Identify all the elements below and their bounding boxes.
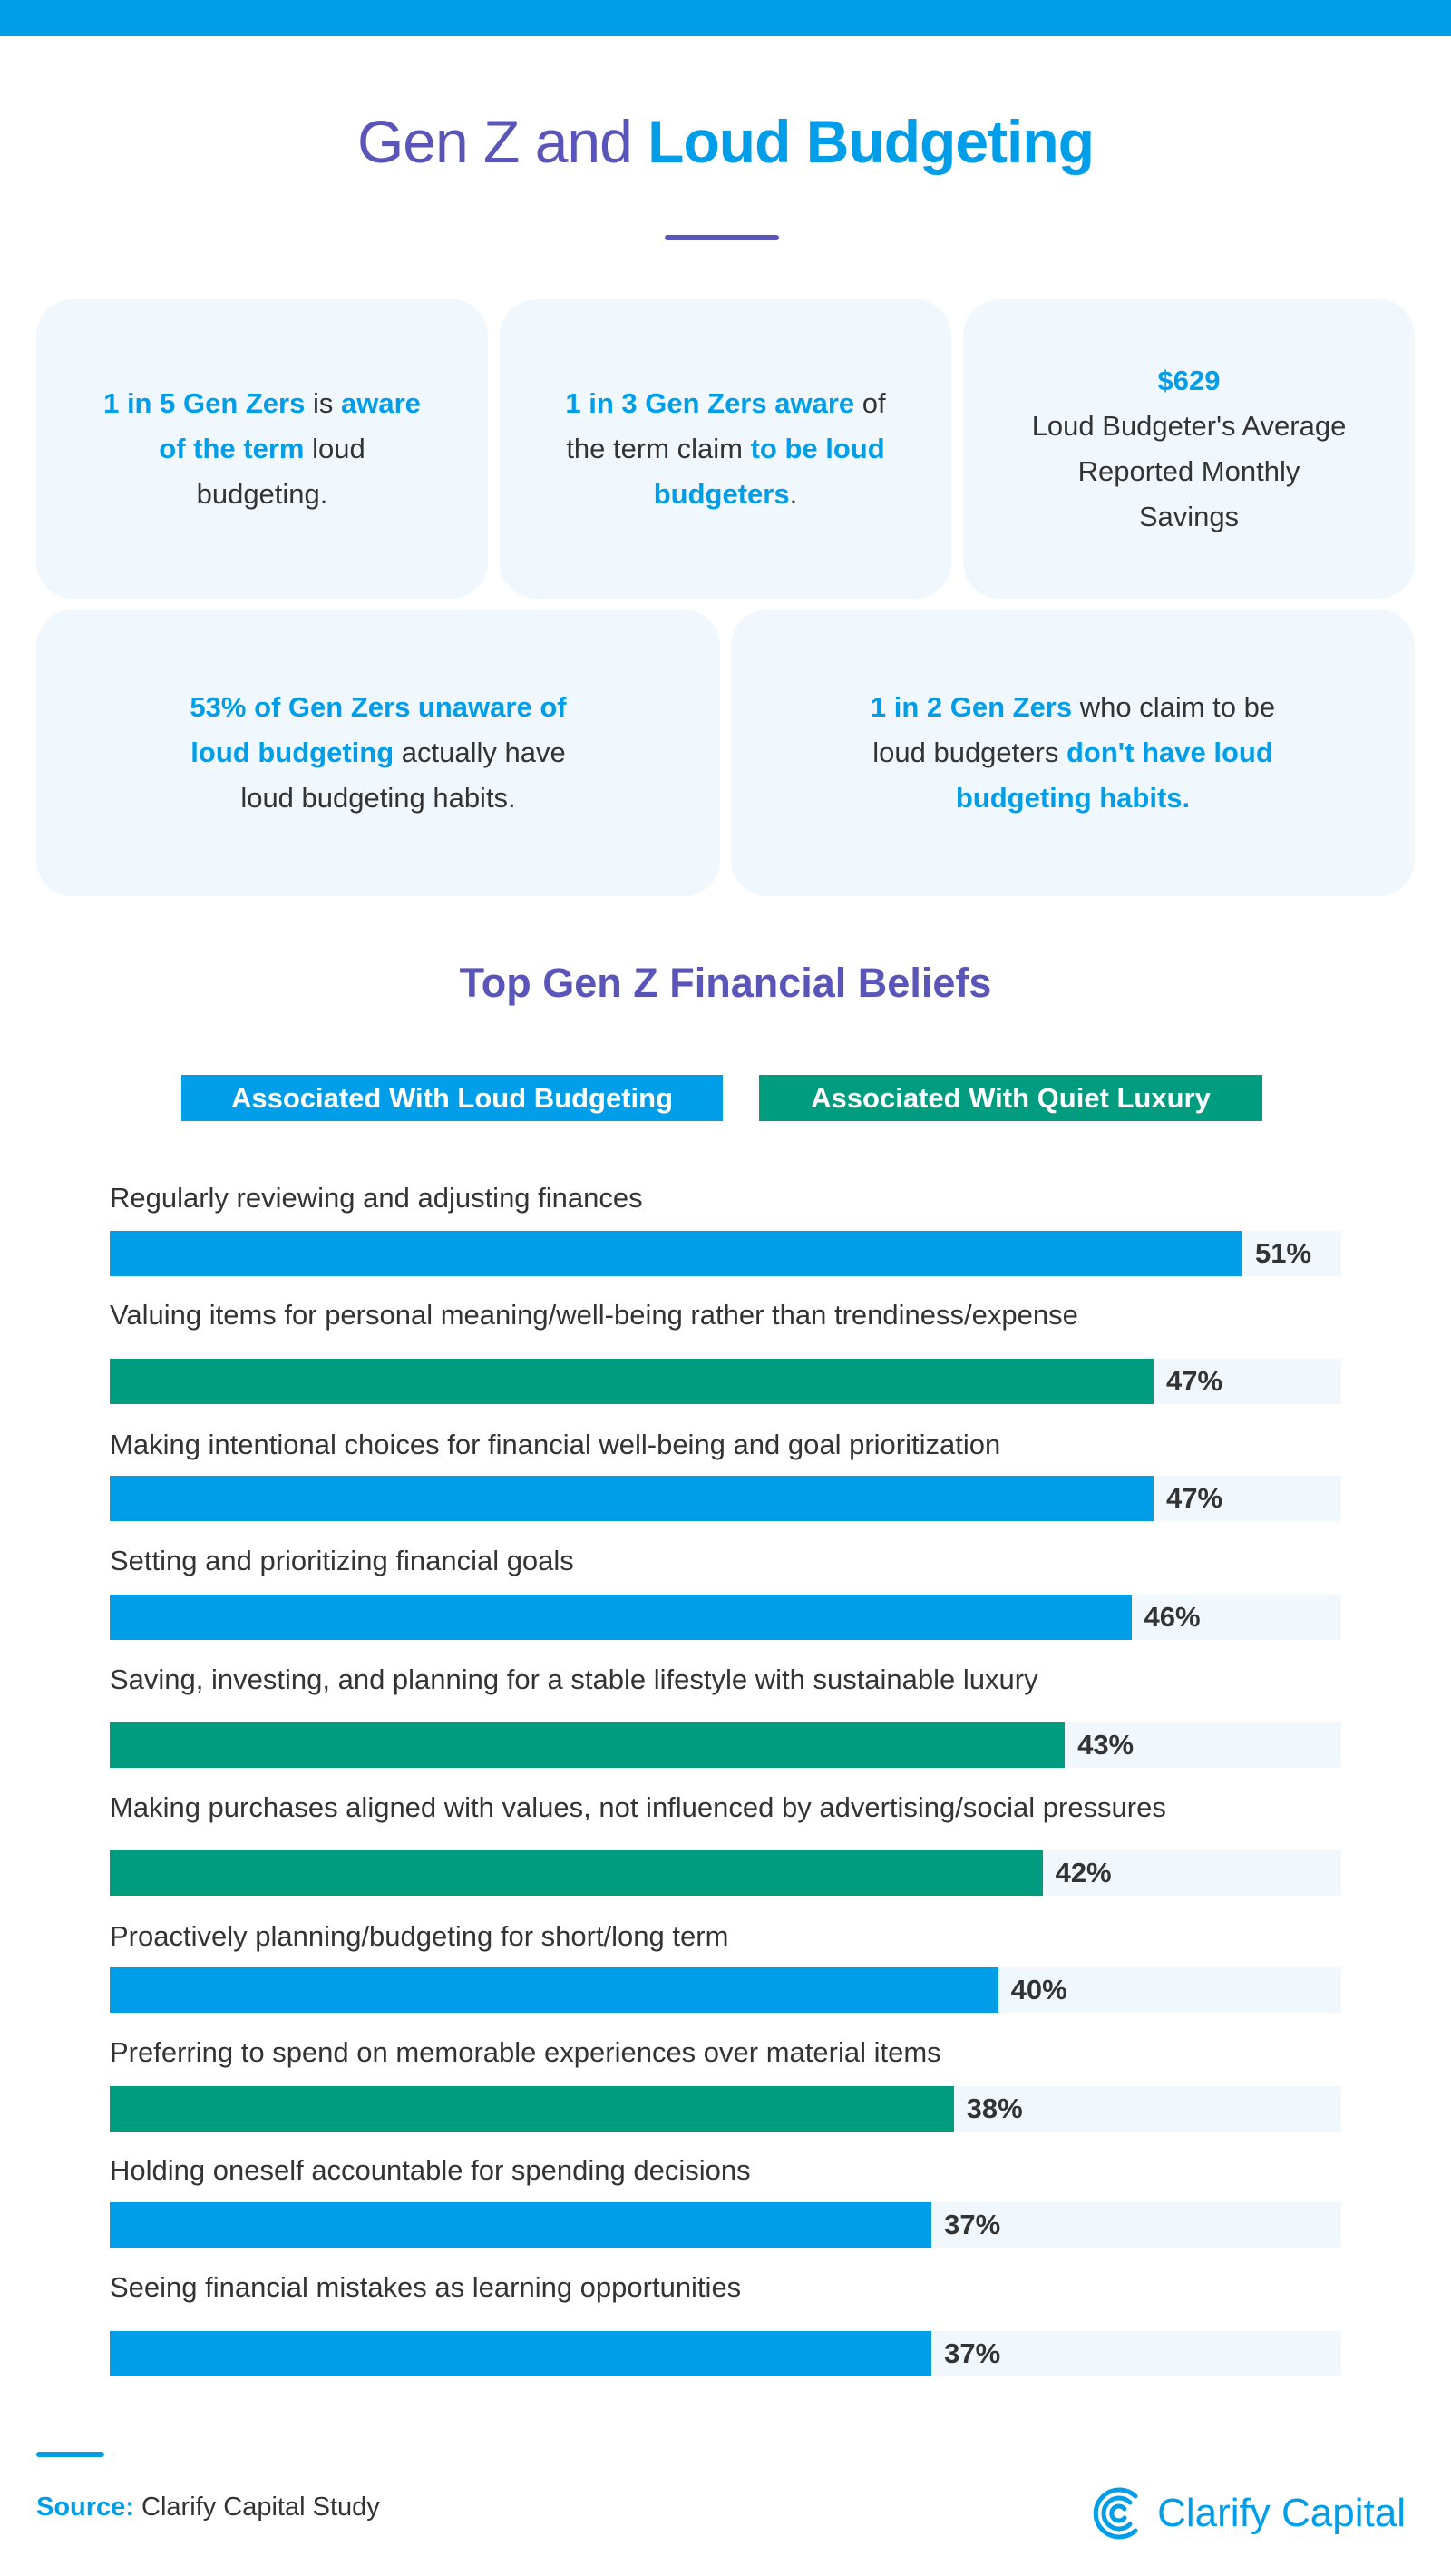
source-label: Source: (36, 2493, 134, 2522)
stat-card: 1 in 5 Gen Zers is aware of the term lou… (36, 299, 488, 599)
stat-card: 1 in 2 Gen Zers who claim to be loud bud… (731, 610, 1415, 896)
bar-category-label: Seeing financial mistakes as learning op… (110, 2271, 742, 2303)
bar-category-label: Making intentional choices for financial… (110, 1429, 1001, 1460)
bar-category-label: Proactively planning/budgeting for short… (110, 1920, 729, 1952)
stat-text: who claim to be loud budgeters (872, 691, 1276, 768)
bar-quiet (110, 2086, 954, 2132)
stat-card: 53% of Gen Zers unaware of loud budgetin… (36, 610, 720, 896)
bar-value-label: 46% (1144, 1601, 1201, 1633)
bar-loud (110, 1476, 1154, 1521)
stat-highlight: don't have loud budgeting habits. (955, 737, 1273, 814)
bar-value-label: 47% (1166, 1365, 1223, 1397)
bar-loud (110, 1595, 1132, 1640)
bar-loud (110, 1967, 998, 2013)
bar-track: 43% (110, 1722, 1341, 1768)
bar-value-label: 38% (966, 2093, 1023, 2124)
top-accent-bar (0, 0, 1451, 36)
clarify-capital-logo: Clarify Capital (1090, 2485, 1406, 2542)
bar-loud (110, 2202, 932, 2248)
stat-highlight: 1 in 2 Gen Zers (870, 691, 1073, 723)
title-part-2: Loud Budgeting (648, 108, 1095, 175)
bar-category-label: Regularly reviewing and adjusting financ… (110, 1182, 643, 1214)
bar-track: 38% (110, 2086, 1341, 2132)
bar-track: 42% (110, 1850, 1341, 1896)
chart-title: Top Gen Z Financial Beliefs (459, 960, 992, 1006)
footer-divider (36, 2452, 104, 2457)
logo-text: Clarify Capital (1157, 2491, 1406, 2535)
bar-track: 37% (110, 2331, 1341, 2376)
legend-loud-budgeting: Associated With Loud Budgeting (181, 1075, 723, 1121)
title-part-1: Gen Z and (356, 108, 648, 175)
bar-value-label: 47% (1166, 1482, 1223, 1514)
bar-category-label: Making purchases aligned with values, no… (110, 1791, 1166, 1823)
stat-text: of the term claim (566, 387, 886, 464)
bar-value-label: 37% (944, 2209, 1001, 2240)
stat-highlight: aware (774, 387, 855, 419)
bar-track: 40% (110, 1967, 1341, 2013)
stat-text: Loud Budgeter's Average Reported Monthly… (1031, 410, 1347, 532)
stat-card: 1 in 3 Gen Zers aware of the term claim … (500, 299, 951, 599)
stat-text: . (789, 478, 798, 510)
title-divider (665, 235, 779, 240)
stat-text: actually have loud budgeting habits. (240, 737, 566, 814)
stat-highlight: to be loud budgeters (653, 433, 885, 510)
bar-value-label: 51% (1255, 1237, 1312, 1269)
bar-value-label: 40% (1010, 1974, 1067, 2005)
bar-track: 37% (110, 2202, 1341, 2248)
source-note: Source: Clarify Capital Study (36, 2493, 380, 2522)
stat-text: is (305, 387, 341, 419)
bar-value-label: 37% (944, 2337, 1001, 2369)
legend-quiet-luxury: Associated With Quiet Luxury (759, 1075, 1262, 1121)
bar-category-label: Holding oneself accountable for spending… (110, 2154, 751, 2186)
stat-highlight: $629 (1157, 365, 1221, 396)
stat-card: $629 Loud Budgeter's Average Reported Mo… (963, 299, 1415, 599)
bar-value-label: 43% (1077, 1729, 1135, 1761)
page-title: Gen Z and Loud Budgeting (0, 107, 1451, 176)
bar-track: 47% (110, 1359, 1341, 1404)
bar-value-label: 42% (1055, 1857, 1112, 1888)
stat-text: loud budgeting. (196, 433, 365, 510)
bar-category-label: Valuing items for personal meaning/well-… (110, 1299, 1078, 1331)
bar-loud (110, 1231, 1242, 1276)
bar-track: 47% (110, 1476, 1341, 1521)
bar-loud (110, 2331, 932, 2376)
bar-quiet (110, 1359, 1154, 1404)
bar-category-label: Saving, investing, and planning for a st… (110, 1664, 1038, 1695)
bar-category-label: Setting and prioritizing financial goals (110, 1545, 574, 1576)
bar-track: 46% (110, 1595, 1341, 1640)
bar-category-label: Preferring to spend on memorable experie… (110, 2036, 941, 2068)
bar-track: 51% (110, 1231, 1341, 1276)
stat-highlight: aware of the term (159, 387, 421, 464)
stat-highlight: 1 in 3 Gen Zers (565, 387, 767, 419)
bar-quiet (110, 1722, 1066, 1768)
stat-text (767, 387, 775, 419)
clarify-logo-icon (1093, 2487, 1138, 2540)
stat-highlight: 1 in 5 Gen Zers (103, 387, 306, 419)
source-text: Clarify Capital Study (133, 2493, 380, 2522)
stat-highlight: 53% of Gen Zers unaware of loud budgetin… (190, 691, 567, 768)
bar-quiet (110, 1850, 1043, 1896)
